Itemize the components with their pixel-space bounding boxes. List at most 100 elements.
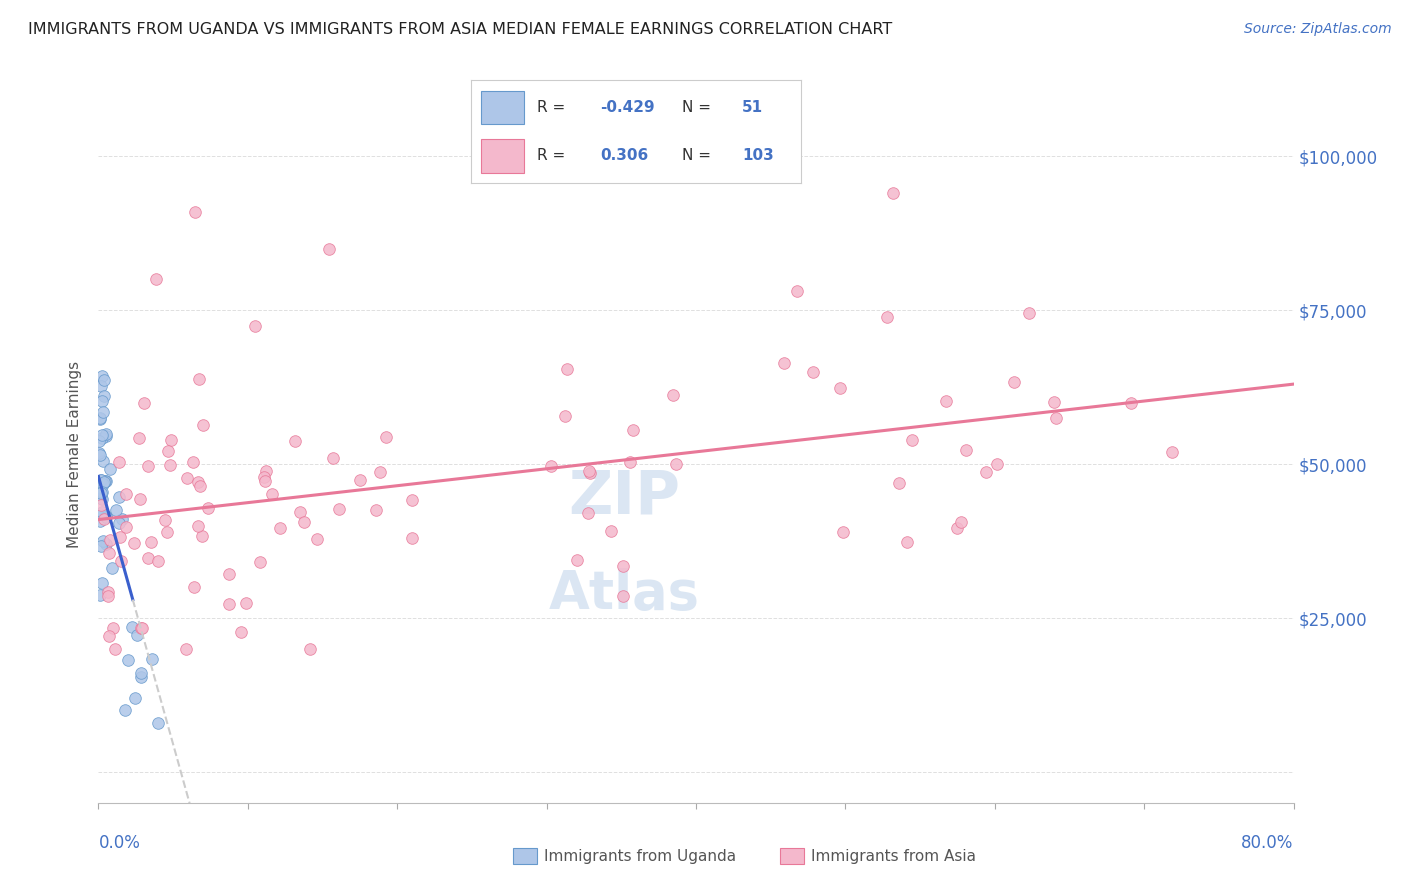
- Point: [131, 621, 153, 635]
- Point: [401, 492, 423, 507]
- Point: [97, 584, 120, 599]
- Point: [129, 621, 152, 635]
- Point: [176, 471, 198, 485]
- Point: [91, 404, 114, 418]
- Point: [986, 458, 1008, 472]
- Point: [401, 531, 423, 545]
- Point: [114, 487, 136, 501]
- Point: [108, 455, 131, 469]
- Point: [111, 511, 134, 525]
- Point: [665, 457, 688, 471]
- Point: [91, 534, 114, 549]
- Point: [93, 373, 115, 387]
- Point: [89, 411, 111, 425]
- Point: [159, 458, 181, 472]
- Point: [832, 525, 855, 540]
- Point: [96, 429, 118, 443]
- Point: [284, 434, 307, 448]
- Text: IMMIGRANTS FROM UGANDA VS IMMIGRANTS FROM ASIA MEDIAN FEMALE EARNINGS CORRELATIO: IMMIGRANTS FROM UGANDA VS IMMIGRANTS FRO…: [28, 22, 893, 37]
- Point: [98, 533, 121, 548]
- Point: [98, 546, 121, 560]
- Point: [90, 491, 112, 506]
- Point: [1160, 444, 1182, 458]
- Point: [125, 628, 148, 642]
- Text: 0.306: 0.306: [600, 148, 648, 163]
- Point: [145, 272, 167, 286]
- Point: [91, 368, 114, 383]
- Point: [122, 536, 145, 550]
- Point: [260, 487, 283, 501]
- Point: [187, 475, 209, 490]
- Point: [101, 621, 124, 635]
- Point: [89, 410, 111, 425]
- Point: [1121, 396, 1143, 410]
- Point: [600, 524, 623, 538]
- Point: [662, 388, 685, 402]
- Point: [190, 478, 212, 492]
- Point: [89, 448, 111, 462]
- Point: [786, 285, 808, 299]
- Point: [94, 426, 117, 441]
- Point: [567, 553, 589, 567]
- Point: [578, 464, 600, 478]
- Point: [90, 485, 112, 500]
- Point: [364, 502, 387, 516]
- Point: [89, 508, 111, 522]
- Point: [129, 665, 152, 680]
- Point: [235, 596, 257, 610]
- Point: [974, 466, 997, 480]
- Point: [889, 476, 911, 491]
- Point: [124, 691, 146, 706]
- Point: [110, 554, 132, 568]
- Point: [89, 446, 111, 460]
- Point: [183, 204, 205, 219]
- Point: [579, 466, 602, 480]
- Point: [612, 559, 634, 574]
- Point: [254, 464, 277, 478]
- Point: [187, 518, 209, 533]
- Point: [368, 465, 391, 479]
- Point: [882, 186, 904, 200]
- Point: [305, 532, 328, 546]
- Point: [935, 393, 957, 408]
- Point: [91, 428, 114, 442]
- Point: [955, 442, 977, 457]
- Point: [121, 620, 143, 634]
- Point: [288, 505, 311, 519]
- Point: [94, 475, 117, 489]
- Point: [91, 477, 114, 491]
- Point: [245, 318, 267, 333]
- Point: [901, 433, 924, 447]
- Point: [90, 393, 112, 408]
- Point: [107, 491, 129, 505]
- Point: [322, 451, 344, 466]
- Point: [132, 395, 155, 409]
- Point: [90, 473, 112, 487]
- Point: [94, 510, 117, 524]
- Bar: [481, 139, 524, 173]
- Point: [156, 444, 179, 458]
- Point: [146, 715, 169, 730]
- Point: [155, 513, 177, 527]
- Text: N =: N =: [682, 148, 716, 163]
- Point: [292, 515, 315, 529]
- Point: [115, 519, 138, 533]
- Text: Source: ZipAtlas.com: Source: ZipAtlas.com: [1244, 22, 1392, 37]
- Text: Immigrants from Uganda: Immigrants from Uganda: [544, 849, 737, 863]
- Text: 0.0%: 0.0%: [98, 834, 141, 852]
- Point: [174, 641, 197, 656]
- Point: [156, 524, 179, 539]
- Text: -0.429: -0.429: [600, 100, 655, 115]
- Point: [318, 242, 340, 256]
- Point: [141, 652, 163, 666]
- Point: [578, 506, 600, 520]
- Point: [139, 535, 162, 549]
- Point: [98, 462, 121, 476]
- Point: [94, 536, 117, 550]
- Point: [94, 474, 117, 488]
- Point: [375, 429, 398, 443]
- Point: [136, 459, 159, 474]
- Point: [96, 509, 118, 524]
- Point: [298, 641, 321, 656]
- Point: [90, 498, 112, 512]
